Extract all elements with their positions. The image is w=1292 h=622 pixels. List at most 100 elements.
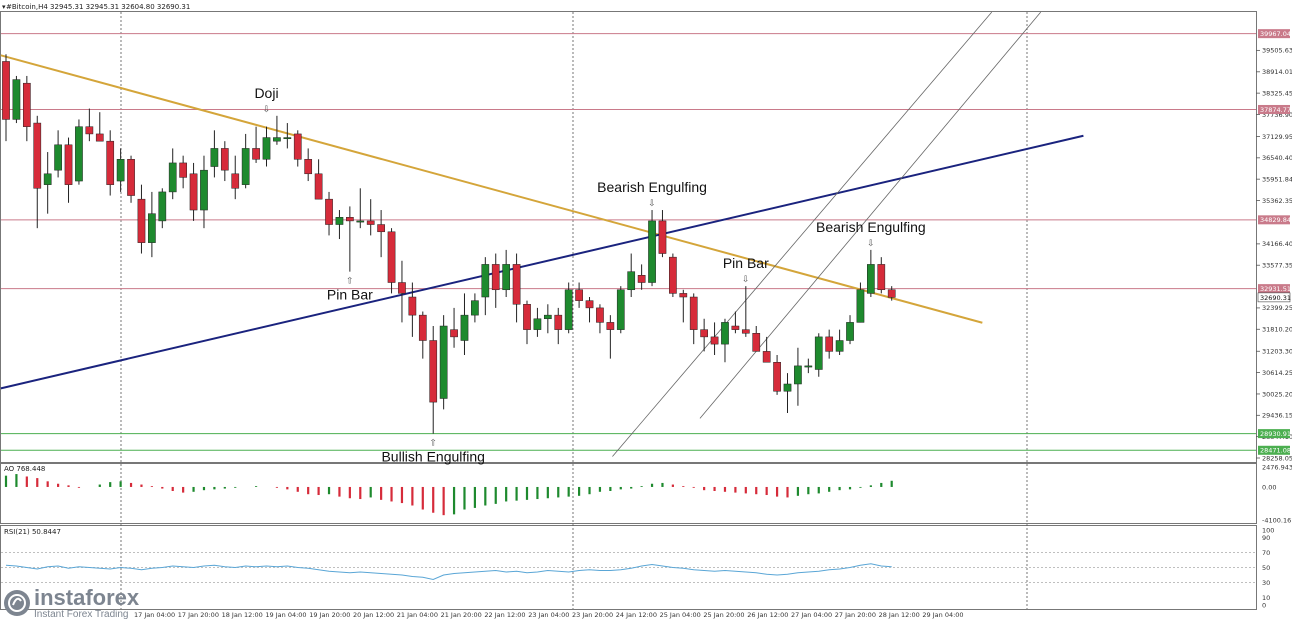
trend-lines: [0, 11, 1084, 457]
candle-body-20: [210, 148, 219, 167]
candle-body-58: [606, 322, 615, 330]
price-tick-label-11: 31810.20: [1262, 326, 1292, 334]
candle-body-9: [95, 133, 104, 142]
time-label-17: 28 Jan 12:00: [879, 611, 920, 619]
price-label-box-5: [1258, 429, 1290, 439]
candle-body-64: [669, 256, 677, 294]
annotation-label-1: Pin Bar: [327, 287, 373, 303]
time-label-7: 21 Jan 20:00: [441, 611, 482, 619]
candle-body-81: [846, 322, 854, 341]
annotation-arrow-2: ⇧: [429, 439, 437, 449]
candle-body-83: [867, 264, 875, 294]
ao-tick-label-2: -4100.161: [1262, 516, 1292, 524]
time-label-13: 25 Jan 20:00: [703, 611, 744, 619]
price-label-box-6: [1258, 445, 1290, 455]
price-tick-label-8: 34166.40: [1262, 240, 1292, 248]
candle-body-39: [408, 296, 417, 316]
candle-body-49: [512, 264, 521, 305]
annotation-label-5: Bearish Engulfing: [816, 219, 926, 235]
price-tick-label-14: 30025.20: [1262, 390, 1292, 398]
instaforex-logo: instaforex Instant Forex Trading: [4, 586, 164, 620]
annotation-arrow-5: ⇩: [867, 239, 875, 249]
rsi-tick-label-5: 10: [1262, 594, 1270, 602]
price-tick-label-9: 33577.35: [1262, 262, 1292, 270]
price-tick-label-12: 31203.30: [1262, 348, 1292, 356]
candle-body-47: [491, 264, 500, 291]
time-label-2: 18 Jan 12:00: [222, 611, 263, 619]
rsi-label: RSI(21) 50.8447: [4, 528, 61, 536]
annotation-arrow-4: ⇩: [742, 275, 750, 285]
candle-body-40: [418, 314, 427, 341]
price-label-text-0: 39967.04: [1260, 30, 1291, 38]
annotation-label-3: Bearish Engulfing: [597, 179, 707, 195]
time-label-12: 25 Jan 04:00: [660, 611, 701, 619]
time-label-3: 19 Jan 04:00: [265, 611, 306, 619]
candle-body-36: [377, 224, 385, 233]
candle-body-53: [554, 314, 563, 330]
candle-body-31: [325, 198, 333, 225]
candle-body-1: [12, 79, 21, 120]
candle-body-29: [304, 159, 313, 175]
price-label-box-2: [1258, 215, 1290, 225]
candle-body-18: [189, 173, 198, 211]
price-labels: 39967.04 37874.77 34829.84 32931.5132690.31…: [1257, 29, 1291, 455]
price-tick-label-6: 35951.84: [1262, 175, 1292, 183]
trendline-ascending: [0, 134, 1084, 390]
candle-body-19: [200, 169, 208, 211]
candle-body-35: [366, 220, 375, 225]
candle-body-14: [148, 213, 156, 243]
time-label-4: 19 Jan 20:00: [309, 611, 350, 619]
collapse-triangle-icon[interactable]: ▾: [2, 3, 6, 11]
annotation-label-2: Bullish Engulfing: [381, 449, 485, 465]
candle-body-45: [471, 300, 479, 316]
annotation-label-4: Pin Bar: [723, 255, 769, 271]
rsi-line: [5, 563, 892, 581]
candle-body-84: [877, 264, 886, 291]
price-axis: 39505.63 38914.01 38325.45 37736.90 37129.95…: [1256, 47, 1292, 462]
candle-body-44: [460, 314, 469, 341]
candle-body-70: [731, 325, 740, 330]
candle-body-0: [2, 61, 10, 120]
candle-body-7: [75, 126, 83, 182]
annotation-arrow-3: ⇩: [648, 199, 656, 209]
ao-pane-frame: [0, 463, 1257, 524]
time-label-1: 17 Jan 20:00: [178, 611, 219, 619]
candle-body-69: [721, 322, 729, 345]
rsi-tick-label-0: 100: [1262, 526, 1274, 534]
time-label-16: 27 Jan 20:00: [835, 611, 876, 619]
candle-body-50: [523, 304, 531, 330]
time-label-11: 24 Jan 12:00: [616, 611, 657, 619]
chart-header: #Bitcoin,H4 32945.31 32945.31 32604.80 3…: [6, 3, 190, 11]
time-label-0: 17 Jan 04:00: [134, 611, 175, 619]
rsi-tick-label-2: 70: [1262, 549, 1270, 557]
price-tick-label-1: 38914.01: [1262, 68, 1292, 76]
candle-body-60: [627, 271, 636, 291]
time-label-6: 21 Jan 04:00: [397, 611, 438, 619]
candle-body-52: [543, 314, 552, 320]
candle-body-85: [887, 289, 896, 298]
pattern-annotations: ⇩Doji⇧Pin Bar⇧Bullish Engulfing⇩Bearish …: [254, 85, 925, 465]
price-label-text-5: 28930.91: [1260, 430, 1291, 438]
candle-body-74: [773, 362, 781, 392]
main-pane-frame: [0, 11, 1257, 463]
candle-body-54: [564, 289, 573, 330]
candle-body-71: [741, 329, 750, 334]
annotation-arrow-0: ⇩: [263, 105, 271, 115]
candle-body-6: [64, 144, 73, 185]
rsi-tick-label-6: 0: [1262, 601, 1266, 609]
price-tick-label-10: 32399.25: [1262, 304, 1292, 312]
candle-body-57: [596, 307, 604, 323]
candle-body-21: [220, 148, 229, 171]
price-tick-label-3: 37736.90: [1262, 111, 1292, 119]
candle-body-16: [168, 162, 177, 193]
candle-body-10: [106, 140, 115, 185]
trendline-descending: [0, 54, 983, 324]
candle-body-77: [804, 365, 813, 368]
time-axis: 17 Jan 04:00 17 Jan 20:00 18 Jan 12:00 19 J…: [134, 611, 964, 619]
candle-body-28: [293, 133, 302, 160]
candle-body-2: [22, 82, 31, 127]
rsi-pane-frame: [0, 525, 1257, 610]
candle-body-51: [533, 318, 542, 330]
